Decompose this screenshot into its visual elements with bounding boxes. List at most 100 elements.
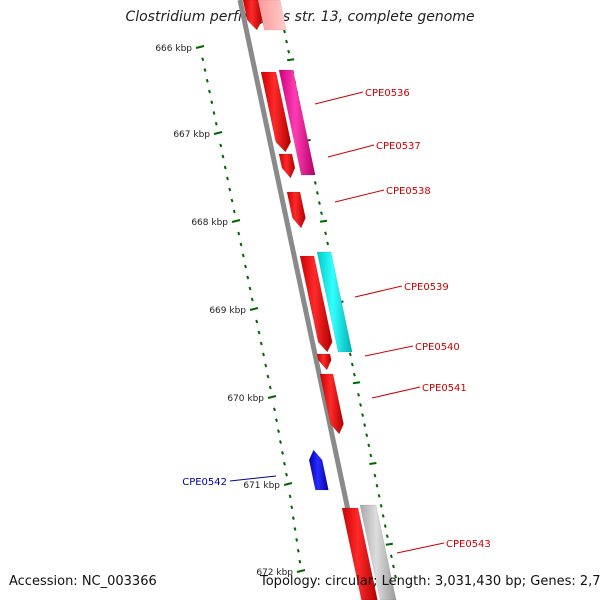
minor-tick (293, 527, 297, 531)
genome-summary-text: Topology: circular; Length: 3,031,430 bp… (260, 574, 600, 589)
minor-tick (201, 57, 205, 62)
label-leader-line (364, 345, 414, 357)
minor-tick (379, 504, 383, 508)
gene-feature[interactable] (278, 69, 316, 176)
minor-tick (255, 319, 259, 324)
minor-tick (296, 548, 300, 553)
minor-tick (288, 494, 292, 499)
minor-tick (205, 78, 209, 83)
minor-tick (212, 111, 216, 115)
minor-tick (248, 286, 252, 291)
minor-tick (298, 559, 302, 564)
gene-feature[interactable] (316, 353, 332, 371)
major-tick (249, 307, 259, 311)
gene-labels: CPE0536 CPE0537 CPE0538 CPE0539 CPE0540 CPE05… (182, 88, 491, 554)
accession-text: Accession: NC_003366 (9, 574, 157, 589)
gene-feature[interactable] (308, 449, 329, 491)
minor-tick (394, 574, 397, 579)
minor-tick (359, 403, 363, 407)
minor-tick (291, 516, 295, 520)
gene-feature[interactable] (242, 0, 263, 31)
gene-label-cpe0543[interactable]: CPE0543 (446, 539, 491, 550)
major-tick (195, 45, 205, 49)
gene-feature[interactable] (278, 153, 296, 179)
minor-tick (352, 372, 356, 377)
minor-tick (383, 524, 387, 528)
gene-feature[interactable] (286, 191, 306, 229)
minor-tick (361, 413, 365, 417)
gene-label-cpe0539[interactable]: CPE0539 (404, 282, 449, 293)
minor-tick (237, 231, 241, 236)
minor-tick (279, 440, 282, 444)
minor-tick (203, 68, 207, 72)
minor-tick (232, 209, 236, 214)
gene-label-cpe0537[interactable]: CPE0537 (376, 141, 421, 152)
tick-label: 667 kbp (173, 130, 210, 140)
minor-tick (264, 363, 268, 368)
minor-tick (389, 554, 393, 559)
minor-tick (287, 49, 291, 54)
gene-label-cpe0538[interactable]: CPE0538 (386, 186, 431, 197)
gene-feature[interactable] (299, 255, 333, 353)
minor-tick (350, 362, 354, 367)
gene-label-cpe0536[interactable]: CPE0536 (365, 88, 410, 99)
minor-tick (324, 231, 328, 236)
gene-feature[interactable] (359, 504, 397, 600)
label-leader-line (334, 189, 385, 203)
minor-tick (357, 393, 360, 397)
gene-label-cpe0540[interactable]: CPE0540 (415, 342, 460, 353)
minor-tick (367, 443, 371, 448)
minor-tick (221, 154, 225, 159)
minor-tick (214, 121, 218, 126)
minor-tick (377, 493, 381, 498)
gene-feature[interactable] (341, 507, 378, 600)
gene-label-cpe0542[interactable]: CPE0542 (182, 477, 227, 488)
major-tick (385, 542, 393, 546)
label-leader-line (396, 542, 445, 554)
gene-feature[interactable] (260, 71, 292, 153)
label-leader-line (371, 386, 421, 399)
tick-label: 672 kbp (256, 568, 293, 578)
major-tick (369, 461, 377, 465)
minor-tick (283, 461, 286, 466)
minor-tick (285, 39, 289, 44)
minor-tick (259, 341, 263, 346)
major-tick (319, 219, 328, 223)
major-tick (287, 58, 295, 62)
minor-tick (277, 429, 280, 433)
minor-tick (210, 100, 214, 105)
minor-tick (275, 418, 278, 423)
minor-tick (295, 538, 299, 542)
minor-tick (391, 564, 395, 569)
minor-tick (290, 505, 294, 510)
major-tick (296, 569, 306, 573)
minor-tick (320, 211, 323, 215)
gene-feature[interactable] (319, 373, 344, 435)
label-leader-line (354, 285, 403, 298)
minor-tick (244, 264, 247, 269)
minor-tick (317, 201, 321, 205)
minor-tick (226, 176, 229, 181)
scale-ticks: 666 kbp 667 kbp 668 kbp 669 kbp 670 kbp 671 k… (155, 29, 397, 579)
gene-label-cpe0541[interactable]: CPE0541 (422, 383, 467, 394)
tick-label: 671 kbp (243, 481, 280, 491)
minor-tick (365, 433, 369, 438)
minor-tick (285, 472, 288, 477)
major-tick (267, 395, 277, 399)
tick-label: 668 kbp (191, 218, 228, 228)
minor-tick (257, 330, 261, 335)
minor-tick (241, 253, 245, 258)
minor-tick (273, 407, 276, 412)
minor-tick (313, 181, 317, 185)
minor-tick (283, 29, 286, 34)
minor-tick (262, 352, 265, 357)
major-tick (283, 482, 293, 486)
major-tick (213, 131, 223, 135)
minor-tick (363, 423, 367, 427)
minor-tick (228, 187, 232, 192)
minor-tick (281, 451, 284, 455)
gene-feature[interactable] (316, 251, 353, 353)
gene-feature[interactable] (257, 0, 287, 31)
minor-tick (250, 297, 254, 302)
